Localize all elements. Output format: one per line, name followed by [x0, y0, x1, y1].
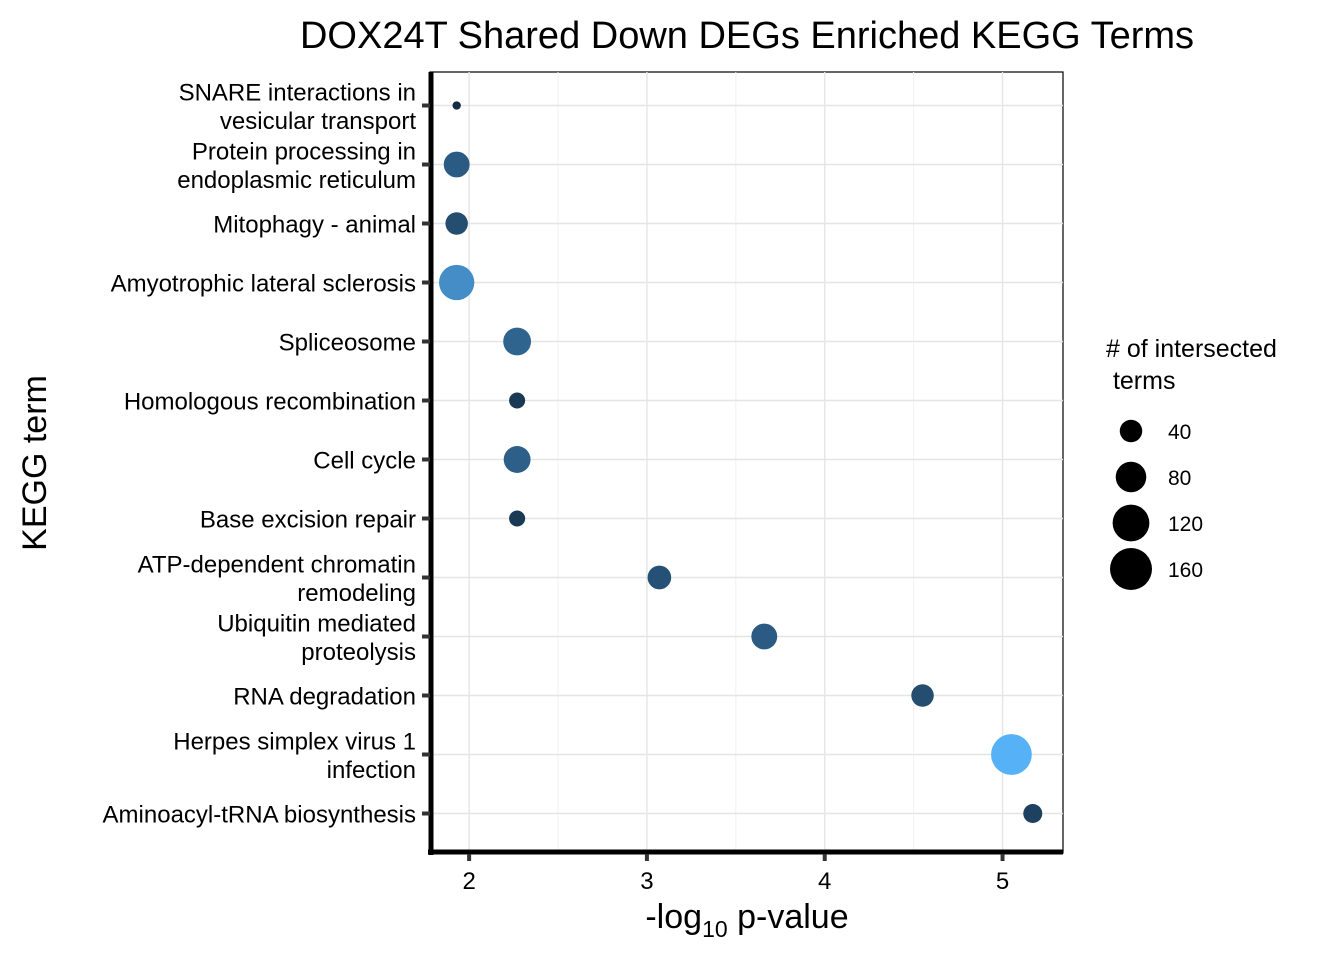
y-tick-label: Amyotrophic lateral sclerosis [111, 271, 416, 298]
y-tick-label: Aminoacyl-tRNA biosynthesis [103, 802, 416, 829]
data-point [509, 510, 526, 527]
y-tick-label: Spliceosome [279, 330, 416, 357]
legend-key-symbol [1110, 548, 1152, 590]
y-axis-label: KEGG term [16, 375, 54, 551]
grid-major [430, 72, 1063, 853]
grid-minor [557, 72, 915, 853]
data-point [503, 446, 531, 473]
data-point [509, 392, 526, 409]
chart-title: DOX24T Shared Down DEGs Enriched KEGG Te… [300, 15, 1194, 57]
legend-key-symbol [1115, 461, 1147, 493]
y-tick-label: SNARE interactions in [179, 79, 416, 106]
data-point [445, 212, 468, 235]
data-point [911, 684, 934, 707]
y-tick-label: vesicular transport [220, 108, 416, 135]
legend-key-label: 80 [1168, 467, 1191, 490]
data-point [647, 565, 672, 590]
legend-title-line1: # of intersected [1106, 335, 1277, 363]
data-point [503, 327, 532, 356]
x-tick-label: 3 [640, 868, 653, 895]
x-tick-label: 2 [462, 868, 475, 895]
data-points [439, 101, 1043, 824]
data-point [991, 734, 1032, 775]
y-tick-label: Protein processing in [192, 138, 416, 165]
data-point [443, 151, 470, 178]
legend-title-line2: terms [1106, 367, 1175, 395]
y-tick-label: Herpes simplex virus 1 [173, 728, 416, 755]
plot-panel [429, 71, 1064, 854]
data-point [439, 264, 475, 301]
y-tick-label: Homologous recombination [124, 389, 416, 416]
y-tick-label: Ubiquitin mediated [217, 610, 416, 637]
y-tick-label: endoplasmic reticulum [177, 167, 416, 194]
y-tick-label: RNA degradation [233, 684, 416, 711]
legend-keys: 40 80 120 160 [1110, 419, 1203, 590]
legend-key-symbol [1119, 419, 1143, 443]
y-tick-label: Cell cycle [313, 448, 416, 475]
data-point [1023, 803, 1043, 824]
y-tick-label: Mitophagy - animal [213, 212, 416, 239]
legend-key-symbol [1112, 504, 1150, 542]
x-axis-label: -log10 p-value [645, 898, 848, 942]
y-tick-label: proteolysis [301, 639, 416, 666]
y-tick-label: ATP-dependent chromatin [138, 551, 416, 578]
x-tick-label: 5 [996, 868, 1009, 895]
legend-key-label: 120 [1168, 513, 1203, 536]
legend-key-label: 160 [1168, 559, 1203, 582]
data-point [751, 623, 778, 650]
y-tick-label: infection [327, 757, 416, 784]
y-tick-label: remodeling [297, 580, 416, 607]
legend-key-label: 40 [1168, 421, 1191, 444]
x-axis-ticks: 2 3 4 5 [462, 854, 1009, 895]
size-legend: # of intersected terms 40 80 120 160 [1106, 335, 1277, 590]
data-point [452, 101, 461, 110]
x-tick-label: 4 [818, 868, 831, 895]
y-tick-label: Base excision repair [200, 507, 416, 534]
